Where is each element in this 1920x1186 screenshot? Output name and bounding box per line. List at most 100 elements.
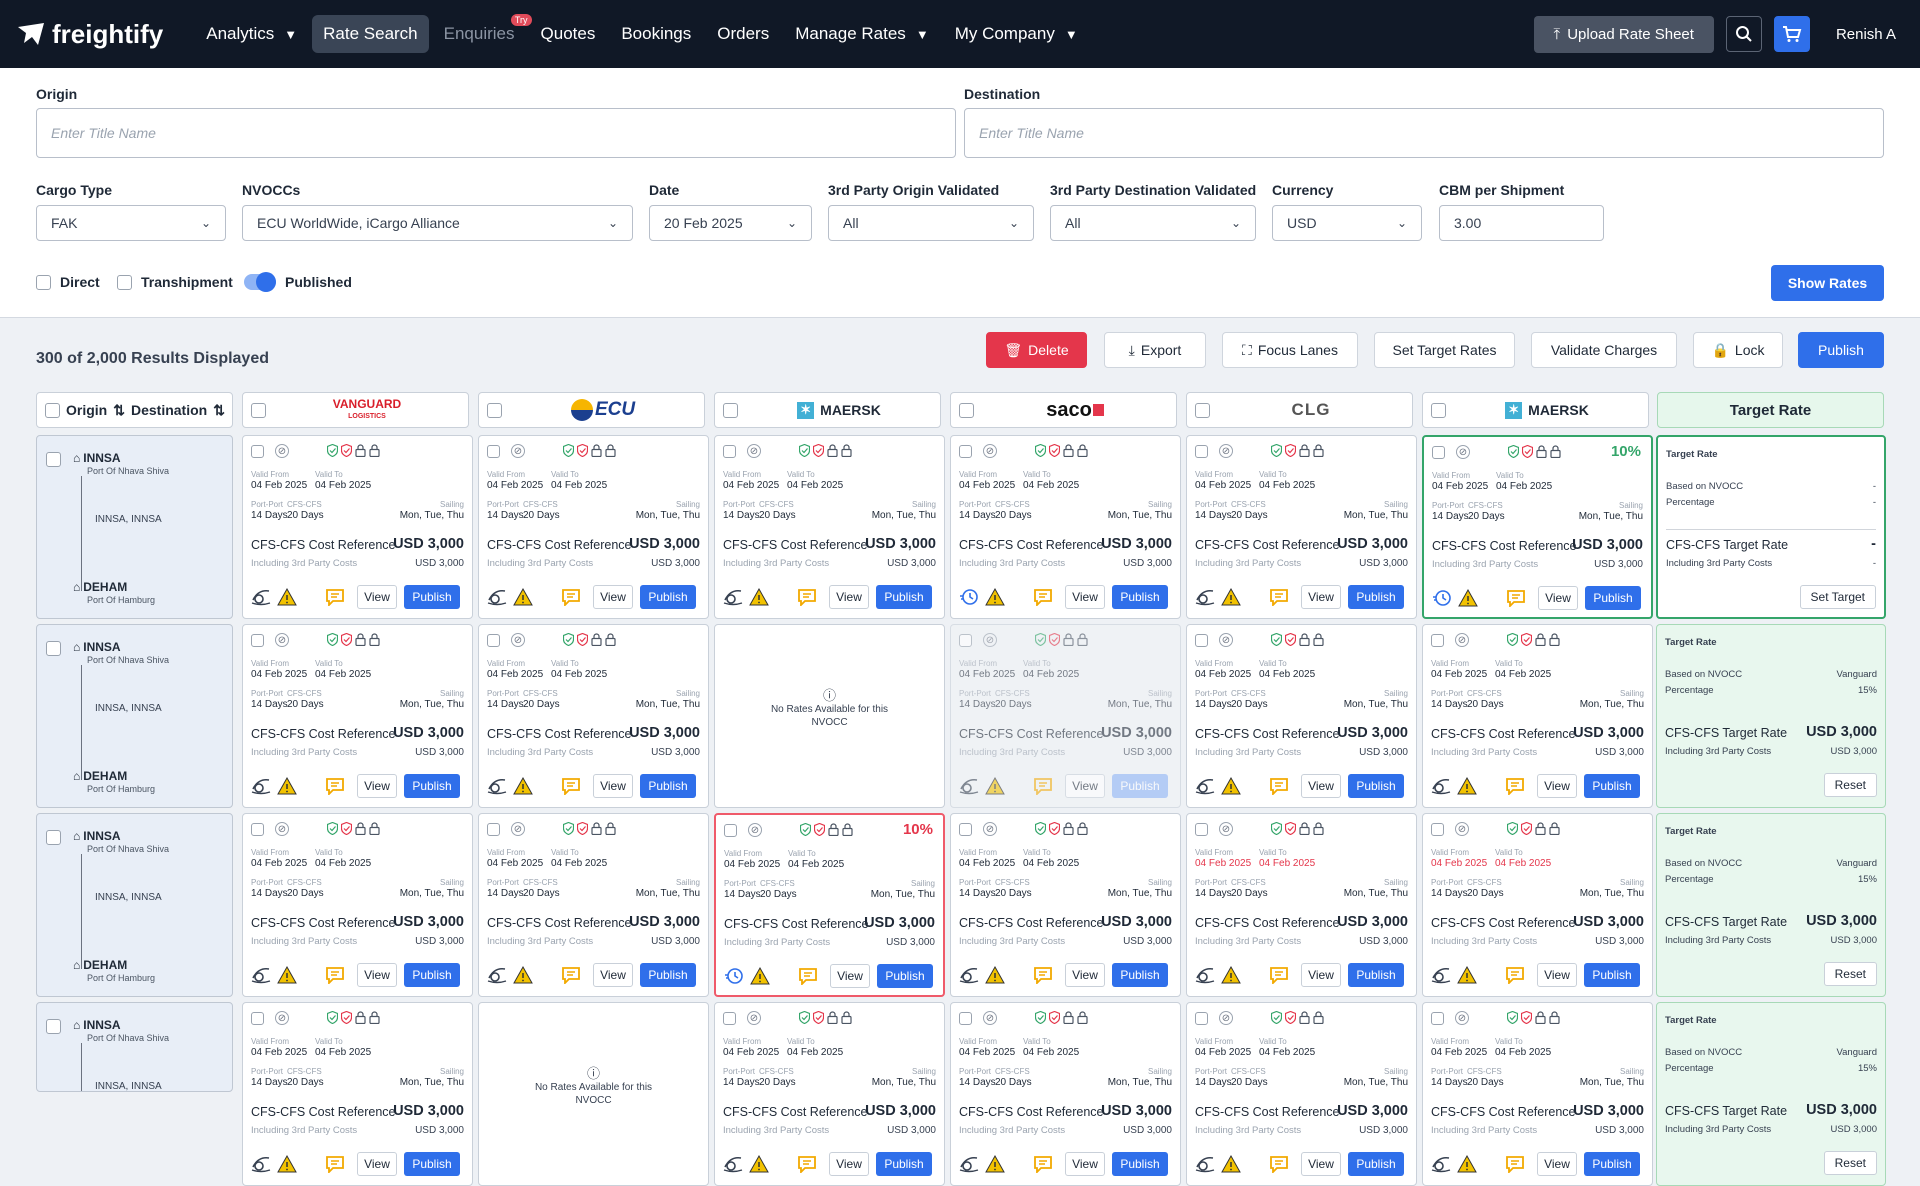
cart-button[interactable]	[1773, 16, 1810, 52]
comments-button[interactable]	[1033, 1155, 1053, 1178]
publish-button[interactable]: Publish	[876, 585, 932, 609]
card-checkbox[interactable]	[1195, 445, 1208, 458]
card-checkbox[interactable]	[1431, 634, 1444, 647]
publish-button[interactable]: Publish	[1584, 774, 1640, 798]
view-button[interactable]: View	[830, 964, 870, 988]
publish-all-button[interactable]: Publish	[1798, 332, 1884, 368]
visibility-icon[interactable]: ⊘	[1219, 444, 1233, 458]
view-button[interactable]: View	[1065, 963, 1105, 987]
rate-card[interactable]: ⊘ 10% Valid From Valid To 04 Feb 2025 04…	[1422, 435, 1653, 619]
publish-button[interactable]: Publish	[404, 1152, 460, 1176]
comments-button[interactable]	[1506, 589, 1526, 612]
rate-card[interactable]: ⊘ Valid From Valid To 04 Feb 2025 04 Feb…	[242, 813, 473, 997]
view-button[interactable]: View	[357, 585, 397, 609]
destination-sort[interactable]: Destination	[130, 402, 208, 418]
reset-button[interactable]: Reset	[1823, 1151, 1877, 1175]
comments-button[interactable]	[1269, 588, 1289, 611]
visibility-icon[interactable]: ⊘	[747, 1011, 761, 1025]
publish-button[interactable]: Publish	[1348, 774, 1404, 798]
nav-orders[interactable]: Orders	[706, 15, 780, 53]
comments-button[interactable]	[325, 777, 345, 800]
view-button[interactable]: View	[829, 1152, 869, 1176]
cbm-input[interactable]: 3.00	[1439, 205, 1604, 241]
rate-card[interactable]: ⊘ Valid From Valid To 04 Feb 2025 04 Feb…	[714, 1002, 945, 1186]
target-rate-card[interactable]: Target Rate Based on NVOCC Vanguard Perc…	[1656, 813, 1886, 997]
transhipment-checkbox[interactable]	[117, 274, 132, 290]
rate-card[interactable]: ⊘ Valid From Valid To 04 Feb 2025 04 Feb…	[478, 813, 709, 997]
tp-origin-select[interactable]: All ⌄	[828, 205, 1034, 241]
column-checkbox[interactable]	[1431, 402, 1446, 418]
visibility-icon[interactable]: ⊘	[1455, 1011, 1469, 1025]
publish-button[interactable]: Publish	[1112, 774, 1168, 798]
visibility-icon[interactable]: ⊘	[1219, 633, 1233, 647]
set-target-rates-button[interactable]: Set Target Rates	[1374, 332, 1515, 368]
card-checkbox[interactable]	[251, 823, 264, 836]
view-button[interactable]: View	[357, 1152, 397, 1176]
visibility-icon[interactable]: ⊘	[983, 444, 997, 458]
published-toggle[interactable]	[244, 272, 276, 292]
view-button[interactable]: View	[357, 963, 397, 987]
rate-card[interactable]: ⊘ Valid From Valid To 04 Feb 2025 04 Feb…	[242, 624, 473, 808]
visibility-icon[interactable]: ⊘	[1456, 445, 1470, 459]
card-checkbox[interactable]	[1431, 823, 1444, 836]
comments-button[interactable]	[797, 588, 817, 611]
lane-checkbox[interactable]	[46, 1019, 61, 1034]
visibility-icon[interactable]: ⊘	[747, 444, 761, 458]
delete-button[interactable]: 🗑 Delete	[986, 332, 1087, 368]
set-target-button[interactable]: Set Target	[1799, 585, 1876, 609]
lock-button[interactable]: 🔒 Lock	[1693, 332, 1783, 368]
visibility-icon[interactable]: ⊘	[1455, 633, 1469, 647]
view-button[interactable]: View	[1301, 774, 1341, 798]
visibility-icon[interactable]: ⊘	[1455, 822, 1469, 836]
comments-button[interactable]	[1505, 777, 1525, 800]
publish-button[interactable]: Publish	[1348, 1152, 1404, 1176]
comments-button[interactable]	[1033, 777, 1053, 800]
comments-button[interactable]	[797, 1155, 817, 1178]
nav-enquiries[interactable]: Enquiries Try	[433, 14, 532, 53]
comments-button[interactable]	[1505, 1155, 1525, 1178]
nav-analytics[interactable]: Analytics ▼	[195, 15, 308, 53]
publish-button[interactable]: Publish	[640, 963, 696, 987]
view-button[interactable]: View	[1065, 585, 1105, 609]
select-all-checkbox[interactable]	[45, 402, 60, 418]
comments-button[interactable]	[1269, 966, 1289, 989]
visibility-icon[interactable]: ⊘	[748, 823, 762, 837]
publish-button[interactable]: Publish	[1112, 585, 1168, 609]
column-checkbox[interactable]	[251, 402, 266, 418]
lane-card[interactable]: ⌂ INNSA Port Of Nhava Shiva INNSA, INNSA …	[36, 1002, 233, 1092]
visibility-icon[interactable]: ⊘	[1219, 822, 1233, 836]
view-button[interactable]: View	[593, 963, 633, 987]
publish-button[interactable]: Publish	[640, 585, 696, 609]
view-button[interactable]: View	[593, 585, 633, 609]
comments-button[interactable]	[325, 1155, 345, 1178]
publish-button[interactable]: Publish	[877, 964, 933, 988]
export-button[interactable]: ⤓ Export	[1104, 332, 1206, 368]
focus-lanes-button[interactable]: ⛶ Focus Lanes	[1222, 332, 1358, 368]
card-checkbox[interactable]	[959, 823, 972, 836]
card-checkbox[interactable]	[1195, 1012, 1208, 1025]
publish-button[interactable]: Publish	[1112, 1152, 1168, 1176]
view-button[interactable]: View	[593, 774, 633, 798]
publish-button[interactable]: Publish	[1112, 963, 1168, 987]
comments-button[interactable]	[1033, 588, 1053, 611]
reset-button[interactable]: Reset	[1823, 773, 1877, 797]
lane-card[interactable]: ⌂ INNSA Port Of Nhava Shiva INNSA, INNSA …	[36, 435, 233, 619]
lane-checkbox[interactable]	[46, 830, 61, 845]
target-rate-card[interactable]: Target Rate Based on NVOCC Vanguard Perc…	[1656, 624, 1886, 808]
visibility-icon[interactable]: ⊘	[983, 1011, 997, 1025]
visibility-icon[interactable]: ⊘	[511, 633, 525, 647]
card-checkbox[interactable]	[1431, 1012, 1444, 1025]
nav-quotes[interactable]: Quotes	[530, 15, 607, 53]
lane-card[interactable]: ⌂ INNSA Port Of Nhava Shiva INNSA, INNSA …	[36, 813, 233, 997]
comments-button[interactable]	[1269, 1155, 1289, 1178]
show-rates-button[interactable]: Show Rates	[1771, 265, 1884, 301]
card-checkbox[interactable]	[251, 634, 264, 647]
view-button[interactable]: View	[1301, 585, 1341, 609]
card-checkbox[interactable]	[959, 1012, 972, 1025]
rate-card[interactable]: ⊘ Valid From Valid To 04 Feb 2025 04 Feb…	[478, 624, 709, 808]
card-checkbox[interactable]	[1195, 634, 1208, 647]
reset-button[interactable]: Reset	[1823, 962, 1877, 986]
lane-card[interactable]: ⌂ INNSA Port Of Nhava Shiva INNSA, INNSA …	[36, 624, 233, 808]
publish-button[interactable]: Publish	[1585, 586, 1641, 610]
nav-my-company[interactable]: My Company ▼	[944, 15, 1089, 53]
